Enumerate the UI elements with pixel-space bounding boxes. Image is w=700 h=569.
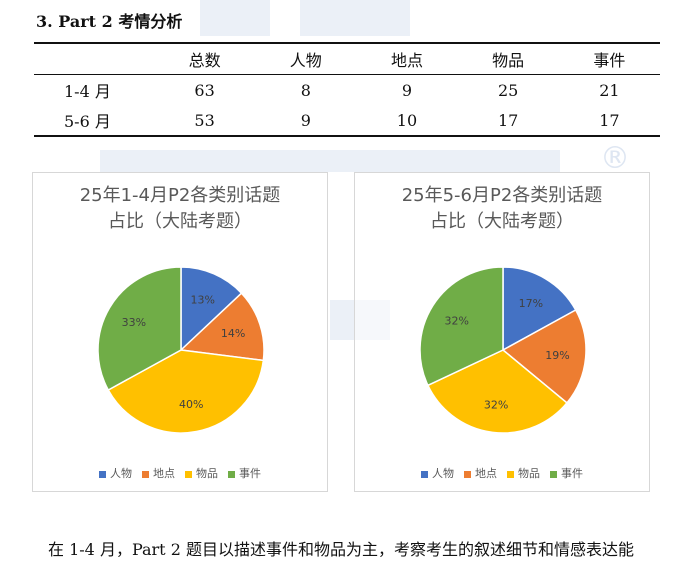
table-cell: 5-6 月 (64, 112, 111, 131)
pie-slice-地点 (179, 292, 265, 362)
chart-legend: 人物 地点 物品 事件 (355, 465, 649, 481)
legend-label: 人物 (110, 467, 132, 480)
chart-legend: 人物 地点 物品 事件 (33, 465, 327, 481)
table-cell: 21 (599, 80, 620, 100)
pie-slice-人物 (180, 266, 243, 352)
pie-data-label: 33% (122, 316, 146, 329)
table-cell: 9 (401, 80, 413, 100)
legend-item: 人物 (421, 465, 454, 481)
legend-swatch (550, 470, 557, 478)
pie-chart-may-jun: 25年5-6月P2各类别话题 占比（大陆考题） 17% 19% 32% 32% 人物 地… (354, 172, 650, 492)
pie-slice-事件 (419, 266, 504, 387)
table-cell: 17 (497, 110, 519, 130)
table-cell: 63 (194, 80, 215, 100)
chart-title: 25年1-4月P2各类别话题 占比（大陆考题） (33, 183, 327, 235)
pie-slice-事件 (97, 266, 182, 392)
chart-title-line: 占比（大陆考题） (430, 211, 574, 232)
table-cell: 9 (300, 110, 311, 130)
table-header-cell: 事件 (593, 51, 626, 70)
legend-swatch (421, 470, 428, 478)
legend-swatch (507, 470, 514, 478)
legend-item: 地点 (464, 465, 497, 481)
legend-label: 人物 (432, 467, 454, 480)
legend-item: 事件 (228, 465, 261, 481)
table-cell: 53 (194, 110, 215, 130)
legend-item: 事件 (550, 465, 583, 481)
legend-label: 物品 (518, 467, 540, 480)
legend-swatch (99, 470, 106, 478)
pie-slice-人物 (502, 266, 577, 352)
pie-data-label: 17% (519, 297, 543, 310)
legend-swatch (228, 470, 235, 478)
table-cell: 10 (396, 110, 418, 130)
legend-item: 物品 (507, 465, 540, 481)
legend-swatch (185, 470, 192, 478)
legend-label: 事件 (561, 467, 583, 480)
table-row: 1-4 月 63 8 9 25 21 (34, 75, 660, 106)
pie-data-label: 13% (191, 294, 215, 307)
table-cell: 17 (599, 110, 620, 130)
table-header-cell: 物品 (492, 51, 525, 70)
pie-data-label: 32% (484, 398, 508, 411)
chart-title-line: 25年5-6月P2各类别话题 (401, 185, 603, 206)
body-paragraph: 在 1-4 月，Part 2 题目以描述事件和物品为主，考察考生的叙述细节和情感… (48, 540, 634, 559)
legend-item: 人物 (99, 465, 132, 481)
table-header-row: 总数 人物 地点 物品 事件 (34, 43, 660, 75)
pie-data-label: 19% (545, 349, 569, 362)
table-cell: 8 (300, 80, 311, 100)
table-row: 5-6 月 53 9 10 17 17 (34, 105, 660, 136)
table-cell: 25 (497, 80, 519, 100)
chart-title-line: 占比（大陆考题） (108, 211, 252, 232)
legend-label: 地点 (153, 467, 175, 480)
legend-swatch (464, 470, 471, 478)
table-cell: 1-4 月 (64, 82, 111, 101)
chart-title-line: 25年1-4月P2各类别话题 (79, 185, 281, 206)
pie-svg: 17% 19% 32% 32% (419, 266, 587, 434)
table-header-cell: 地点 (390, 51, 423, 70)
svg-text:®: ® (600, 141, 630, 176)
table-header-cell (34, 43, 154, 75)
stats-table: 总数 人物 地点 物品 事件 1-4 月 63 8 9 25 21 5-6 月 … (34, 42, 660, 137)
pie-slice-地点 (501, 308, 587, 404)
legend-item: 地点 (142, 465, 175, 481)
section-title: 3. Part 2 考情分析 (36, 12, 183, 31)
legend-item: 物品 (185, 465, 218, 481)
pie-data-label: 32% (445, 315, 469, 328)
legend-label: 地点 (475, 467, 497, 480)
table-header-cell: 总数 (188, 51, 221, 70)
pie-data-label: 40% (179, 398, 203, 411)
legend-label: 事件 (239, 467, 261, 480)
pie-data-label: 14% (221, 327, 245, 340)
table-header-cell: 人物 (289, 51, 322, 70)
pie-slice-物品 (426, 349, 569, 434)
pie-slice-物品 (107, 349, 265, 434)
legend-swatch (142, 470, 149, 478)
legend-label: 物品 (196, 467, 218, 480)
chart-title: 25年5-6月P2各类别话题 占比（大陆考题） (355, 183, 649, 235)
pie-svg: 13% 14% 40% 33% (97, 266, 265, 434)
pie-chart-jan-apr: 25年1-4月P2各类别话题 占比（大陆考题） 13% 14% 40% 33% 人物 地… (32, 172, 328, 492)
